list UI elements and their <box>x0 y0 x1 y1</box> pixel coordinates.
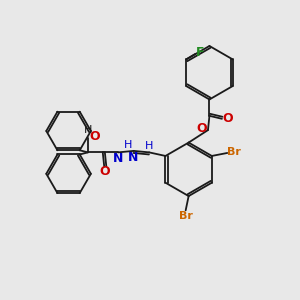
Text: Br: Br <box>227 147 241 158</box>
Text: H: H <box>145 141 153 151</box>
Text: H: H <box>124 140 132 150</box>
Text: O: O <box>197 122 207 135</box>
Text: N: N <box>128 151 139 164</box>
Text: H: H <box>84 125 92 135</box>
Text: O: O <box>99 166 110 178</box>
Text: F: F <box>196 46 205 59</box>
Text: N: N <box>113 152 123 165</box>
Text: O: O <box>89 130 100 142</box>
Text: Br: Br <box>179 211 193 221</box>
Text: O: O <box>222 112 232 125</box>
